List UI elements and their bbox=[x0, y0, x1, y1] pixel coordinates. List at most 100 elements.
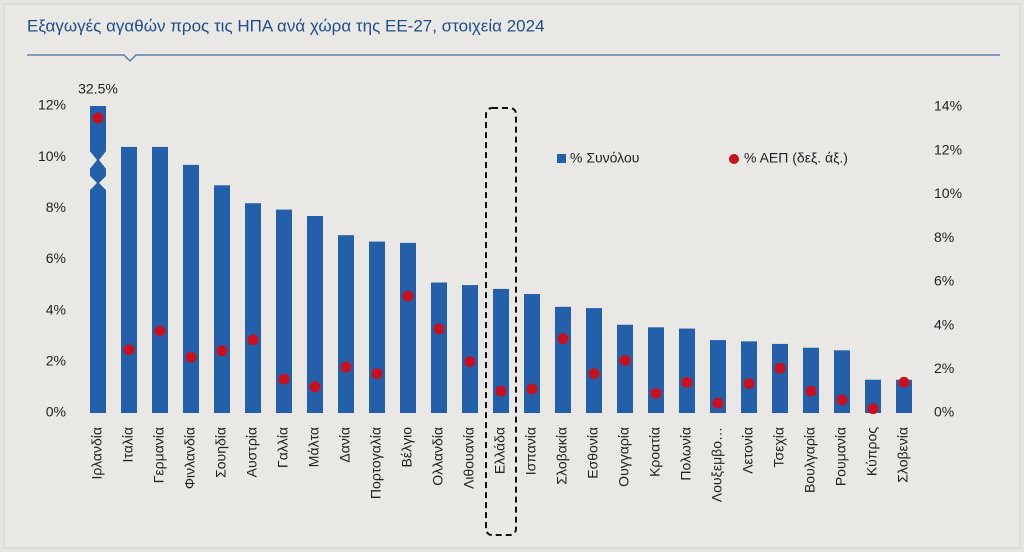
x-tick-label: Φινλανδία bbox=[182, 427, 198, 489]
y2-tick-label: 2% bbox=[934, 360, 954, 376]
dot bbox=[495, 385, 507, 397]
chart-title: Εξαγωγές αγαθών προς τις ΗΠΑ ανά χώρα τη… bbox=[27, 16, 545, 35]
y2-tick-label: 8% bbox=[934, 229, 954, 245]
bar bbox=[710, 340, 726, 413]
bar bbox=[369, 241, 385, 413]
dot bbox=[743, 377, 755, 389]
x-tick-label: Μάλτα bbox=[306, 427, 322, 467]
x-tick-label: Βέλγιο bbox=[399, 427, 415, 468]
y-tick-label: 0% bbox=[46, 404, 66, 420]
bar bbox=[245, 203, 261, 413]
bar bbox=[555, 306, 571, 413]
y2-tick-label: 4% bbox=[934, 316, 954, 332]
x-tick-label: Κροατία bbox=[647, 427, 663, 477]
x-tick-label: Βουλγαρία bbox=[802, 427, 818, 493]
dot bbox=[867, 403, 879, 415]
dot bbox=[216, 345, 228, 357]
dot bbox=[309, 381, 321, 393]
dot bbox=[340, 361, 352, 373]
bar bbox=[152, 146, 168, 413]
x-tick-label: Λουξεμβο… bbox=[709, 427, 725, 502]
bar bbox=[648, 327, 664, 413]
dot bbox=[402, 290, 414, 302]
bar bbox=[803, 347, 819, 413]
bar bbox=[617, 324, 633, 413]
data-label: 32.5% bbox=[78, 81, 118, 97]
dot bbox=[836, 394, 848, 406]
x-tick-label: Κύπρος bbox=[864, 427, 880, 476]
legend-swatch bbox=[557, 154, 566, 163]
bar bbox=[896, 379, 912, 413]
bar bbox=[214, 185, 230, 413]
dot bbox=[278, 373, 290, 385]
x-tick-label: Σλοβενία bbox=[895, 427, 911, 483]
x-tick-label: Ιρλανδία bbox=[89, 427, 105, 479]
x-tick-label: Ελλάδα bbox=[492, 427, 508, 474]
highlight-box bbox=[485, 107, 517, 536]
x-tick-label: Λετονία bbox=[740, 427, 756, 474]
bar bbox=[462, 285, 478, 413]
bar bbox=[524, 294, 540, 413]
bar bbox=[772, 343, 788, 413]
y-tick-label: 12% bbox=[38, 97, 66, 113]
x-tick-label: Πολωνία bbox=[678, 427, 694, 481]
dot bbox=[619, 355, 631, 367]
x-tick-label: Πορτογαλία bbox=[368, 427, 384, 499]
x-tick-label: Ουγγαρία bbox=[616, 427, 632, 487]
x-tick-label: Σλοβακία bbox=[554, 427, 570, 485]
y2-tick-label: 6% bbox=[934, 273, 954, 289]
x-tick-label: Αυστρία bbox=[244, 427, 260, 477]
bar bbox=[431, 282, 447, 413]
bar bbox=[400, 242, 416, 413]
y-tick-label: 2% bbox=[46, 353, 66, 369]
bar bbox=[493, 288, 509, 413]
dot bbox=[247, 334, 259, 346]
bar bbox=[586, 308, 602, 413]
frame bbox=[3, 3, 1021, 549]
dot bbox=[650, 387, 662, 399]
y2-tick-label: 12% bbox=[934, 141, 962, 157]
y2-tick-label: 14% bbox=[934, 98, 962, 114]
bar bbox=[338, 235, 354, 413]
x-tick-label: Ολλανδία bbox=[430, 427, 446, 486]
dot bbox=[681, 376, 693, 388]
title-rule bbox=[27, 54, 1000, 63]
dot bbox=[557, 333, 569, 345]
x-tick-label: Σουηδία bbox=[213, 427, 229, 478]
dot bbox=[898, 376, 910, 388]
bar bbox=[121, 146, 137, 413]
dot bbox=[805, 385, 817, 397]
dot bbox=[588, 368, 600, 380]
x-tick-label: Ισπανία bbox=[523, 427, 539, 475]
x-tick-label: Εσθονία bbox=[585, 427, 601, 479]
y-tick-label: 8% bbox=[46, 199, 66, 215]
x-tick-label: Λιθουανία bbox=[461, 427, 477, 489]
x-tick-label: Γερμανία bbox=[151, 427, 167, 483]
x-tick-label: Δανία bbox=[337, 427, 353, 463]
legend-label: % Συνόλου bbox=[570, 150, 639, 166]
y2-tick-label: 0% bbox=[934, 404, 954, 420]
plot-area bbox=[90, 106, 912, 413]
y-tick-label: 4% bbox=[46, 301, 66, 317]
y-tick-label: 10% bbox=[38, 148, 66, 164]
dot bbox=[712, 397, 724, 409]
bar bbox=[679, 328, 695, 413]
x-tick-label: Τσεχία bbox=[771, 427, 787, 467]
x-tick-label: Ιταλία bbox=[120, 427, 136, 463]
y2-tick-label: 10% bbox=[934, 185, 962, 201]
dot bbox=[185, 351, 197, 363]
legend-label: % ΑΕΠ (δεξ. άξ.) bbox=[744, 150, 848, 166]
bar bbox=[307, 216, 323, 413]
bar bbox=[276, 209, 292, 413]
bar bbox=[865, 379, 881, 413]
bar bbox=[183, 164, 199, 413]
dot bbox=[92, 112, 104, 124]
bar bbox=[741, 341, 757, 413]
dot bbox=[526, 383, 538, 395]
x-tick-label: Γαλλία bbox=[275, 427, 291, 468]
x-tick-label: Ρουμανία bbox=[833, 427, 849, 486]
dot bbox=[433, 323, 445, 335]
dot bbox=[371, 368, 383, 380]
dot bbox=[154, 325, 166, 337]
